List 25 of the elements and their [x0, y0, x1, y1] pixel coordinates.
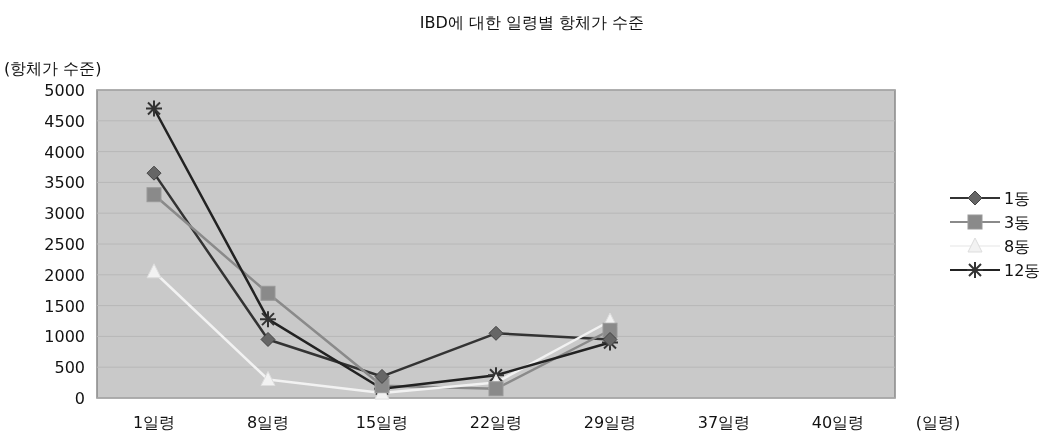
legend-label: 3동: [1004, 213, 1031, 232]
x-tick-label: 8일령: [246, 413, 290, 432]
y-tick-label: 2500: [44, 235, 85, 254]
y-tick-label: 4000: [44, 142, 85, 162]
legend-label: 8동: [1004, 237, 1031, 256]
y-tick-label: 5000: [44, 81, 85, 100]
y-tick-label: 500: [54, 358, 85, 378]
y-tick-label: 2000: [44, 265, 85, 285]
legend-label: 1동: [1004, 189, 1031, 208]
y-tick-label: 0: [74, 389, 85, 408]
x-tick-label: 37일령: [697, 413, 751, 432]
x-tick-label: 15일령: [355, 413, 409, 432]
y-axis-title: (항체가 수준): [4, 59, 102, 78]
y-tick-label: 3000: [44, 204, 85, 224]
x-tick-label: 40일령: [811, 413, 865, 432]
legend-label: 12동: [1004, 261, 1041, 280]
chart-title: IBD에 대한 일령별 항체가 수준: [419, 13, 645, 32]
x-tick-label: 29일령: [583, 413, 637, 432]
y-tick-label: 4500: [44, 111, 85, 131]
x-tick-label: 1일령: [132, 413, 176, 432]
x-tick-label: 22일령: [469, 413, 523, 432]
y-tick-label: 1000: [44, 327, 85, 347]
x-axis-title: (일령): [915, 413, 961, 432]
y-tick-label: 1500: [44, 296, 85, 316]
y-tick-label: 3500: [44, 173, 85, 193]
